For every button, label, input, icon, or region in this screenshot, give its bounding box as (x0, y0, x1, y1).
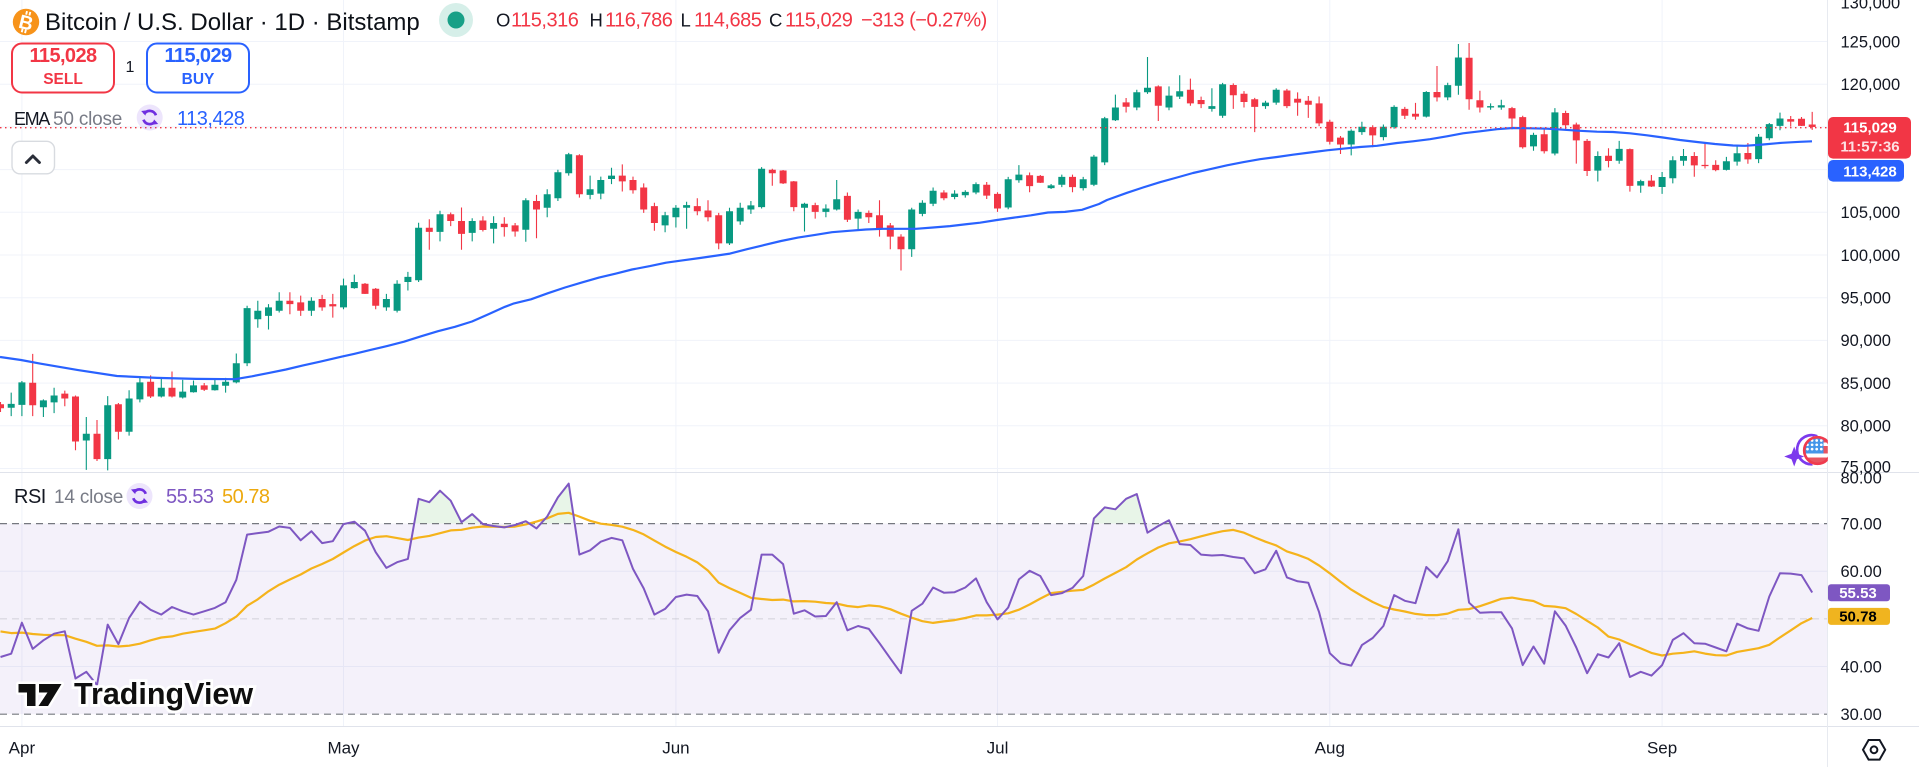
svg-text:115,028: 115,028 (30, 45, 97, 67)
svg-text:30.00: 30.00 (1841, 706, 1882, 724)
svg-text:55.53: 55.53 (166, 486, 214, 508)
svg-text:Sep: Sep (1647, 739, 1677, 758)
svg-text:11:57:36: 11:57:36 (1840, 138, 1899, 155)
svg-text:95,000: 95,000 (1841, 290, 1891, 308)
svg-text:115,029: 115,029 (1843, 119, 1896, 136)
svg-text:B: B (16, 11, 35, 36)
svg-text:90,000: 90,000 (1841, 332, 1891, 350)
svg-text:C: C (769, 10, 782, 31)
svg-text:80,000: 80,000 (1841, 418, 1891, 436)
svg-text:Apr: Apr (9, 739, 36, 758)
svg-text:115,316: 115,316 (511, 10, 579, 32)
svg-text:BUY: BUY (182, 71, 215, 88)
svg-text:125,000: 125,000 (1841, 33, 1901, 51)
svg-text:50.78: 50.78 (1839, 608, 1877, 625)
svg-text:115,029: 115,029 (785, 10, 853, 32)
svg-text:113,428: 113,428 (177, 108, 245, 130)
svg-text:40.00: 40.00 (1841, 658, 1882, 676)
svg-text:−313 (−0.27%): −313 (−0.27%) (861, 10, 987, 32)
svg-text:60.00: 60.00 (1841, 563, 1882, 581)
svg-text:H: H (590, 10, 603, 31)
svg-text:TradingView: TradingView (74, 677, 253, 711)
svg-text:SELL: SELL (43, 71, 83, 88)
svg-text:80.00: 80.00 (1841, 470, 1882, 488)
svg-text:50.78: 50.78 (222, 486, 270, 508)
svg-text:85,000: 85,000 (1841, 375, 1891, 393)
svg-text:Aug: Aug (1315, 739, 1345, 758)
svg-text:120,000: 120,000 (1841, 76, 1901, 94)
svg-text:EMA: EMA (14, 109, 50, 129)
svg-text:RSI: RSI (14, 486, 46, 508)
svg-text:May: May (327, 739, 360, 758)
svg-text:70.00: 70.00 (1841, 515, 1882, 533)
svg-text:L: L (681, 10, 691, 31)
svg-text:114,685: 114,685 (694, 10, 762, 32)
svg-text:55.53: 55.53 (1839, 585, 1877, 602)
svg-text:14 close: 14 close (54, 487, 123, 508)
svg-text:115,029: 115,029 (165, 45, 232, 67)
svg-text:Jul: Jul (987, 739, 1009, 758)
svg-text:50 close: 50 close (53, 109, 122, 130)
svg-text:113,428: 113,428 (1843, 163, 1896, 180)
svg-text:Bitcoin / U.S. Dollar · 1D · B: Bitcoin / U.S. Dollar · 1D · Bitstamp (45, 9, 420, 36)
svg-text:116,786: 116,786 (605, 10, 673, 32)
svg-text:75,000: 75,000 (1841, 459, 1891, 477)
svg-text:1: 1 (126, 59, 135, 76)
svg-text:Jun: Jun (662, 739, 689, 758)
svg-text:130,000: 130,000 (1841, 0, 1901, 13)
svg-text:O: O (496, 10, 510, 31)
svg-text:105,000: 105,000 (1841, 204, 1901, 222)
svg-text:100,000: 100,000 (1841, 247, 1901, 265)
